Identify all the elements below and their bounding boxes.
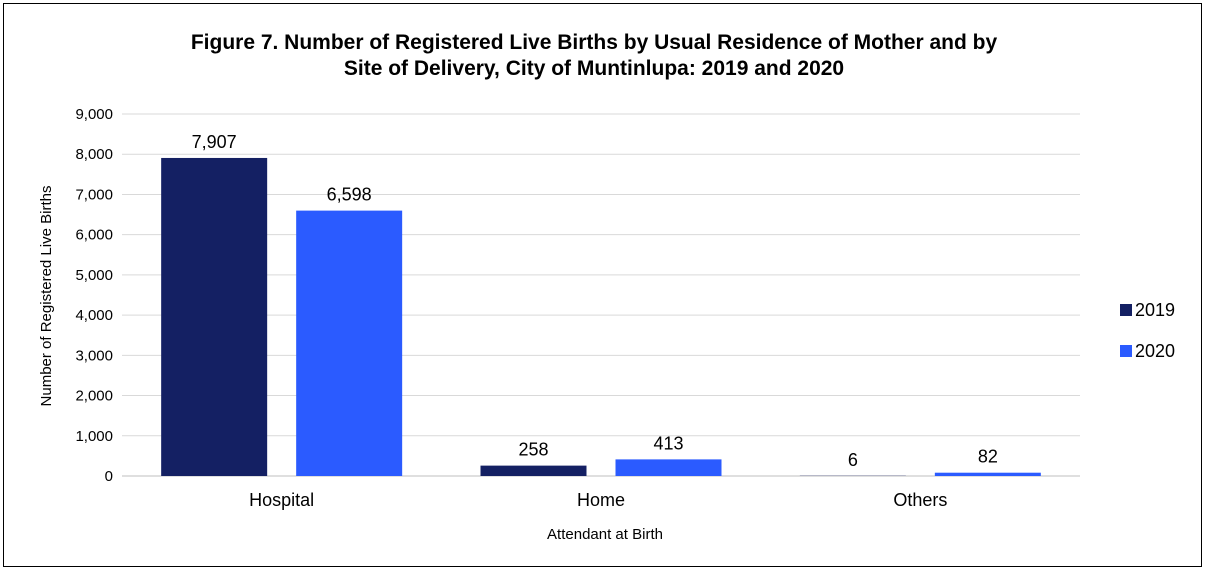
legend: 2019 2020 (1120, 300, 1175, 361)
data-label-2019-others: 6 (848, 450, 858, 470)
bar-2019-home (480, 465, 587, 476)
bars (161, 157, 1041, 477)
y-tick-label: 4,000 (75, 307, 113, 324)
legend-swatch-2020 (1120, 345, 1132, 357)
legend-label-2019: 2019 (1135, 300, 1175, 320)
bar-2019-hospital (161, 157, 268, 476)
x-tick-label-others: Others (893, 490, 947, 510)
y-tick-label: 6,000 (75, 227, 113, 244)
x-axis-title: Attendant at Birth (547, 526, 663, 543)
y-axis-title: Number of Registered Live Births (38, 186, 55, 407)
y-axis-tick-labels: 0 1,000 2,000 3,000 4,000 5,000 6,000 7,000 8,00… (75, 106, 113, 485)
y-tick-label: 7,000 (75, 186, 113, 203)
y-tick-label: 8,000 (75, 146, 113, 163)
chart-title-line-2: Site of Delivery, City of Muntinlupa: 20… (344, 57, 844, 80)
data-label-2019-hospital: 7,907 (192, 132, 237, 152)
gridlines (122, 113, 1080, 477)
legend-label-2020: 2020 (1135, 341, 1175, 361)
data-label-2020-hospital: 6,598 (327, 185, 372, 205)
y-tick-label: 1,000 (75, 428, 113, 445)
y-tick-label: 2,000 (75, 388, 113, 405)
bar-2020-others (934, 472, 1041, 476)
bar-2020-home (615, 459, 722, 476)
y-tick-label: 9,000 (75, 106, 113, 123)
data-label-2019-home: 258 (518, 440, 548, 460)
y-tick-label: 3,000 (75, 347, 113, 364)
x-tick-label-hospital: Hospital (249, 490, 314, 510)
chart-title-line-1: Figure 7. Number of Registered Live Birt… (191, 31, 998, 54)
data-label-2020-others: 82 (978, 447, 998, 467)
legend-swatch-2019 (1120, 304, 1132, 316)
data-labels: 7,907 6,598 258 413 6 82 (192, 132, 998, 470)
bar-2020-hospital (296, 210, 403, 477)
x-tick-label-home: Home (577, 490, 625, 510)
y-tick-label: 5,000 (75, 267, 113, 284)
y-tick-label: 0 (105, 468, 113, 485)
data-label-2020-home: 413 (653, 433, 683, 453)
chart-title: Figure 7. Number of Registered Live Birt… (191, 31, 998, 80)
x-axis-category-labels: Hospital Home Others (249, 490, 947, 510)
